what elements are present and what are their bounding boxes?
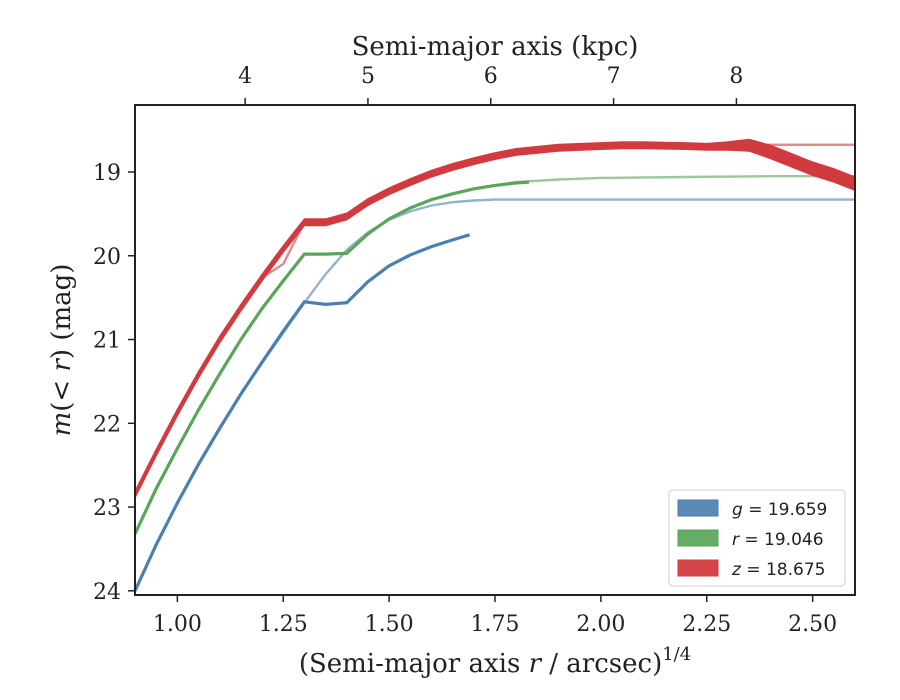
- legend-label-r: r = 19.046: [732, 530, 824, 550]
- x-tick-label: 2.25: [682, 612, 731, 637]
- x-tick-label: 1.00: [153, 612, 202, 637]
- y-tick-label: 20: [93, 245, 121, 270]
- top-axis: 4 5 6 7 8: [238, 64, 743, 105]
- top-tick-label: 6: [484, 64, 498, 89]
- model-curve-z: [135, 143, 855, 496]
- y-axis: 19 20 21 22 23 24: [93, 161, 135, 605]
- x-axis: 1.00 1.25 1.50 1.75 2.00 2.25 2.50: [153, 595, 837, 637]
- x-tick-label: 1.50: [365, 612, 414, 637]
- y-tick-label: 21: [93, 329, 121, 354]
- data-curve-g: [135, 233, 471, 592]
- y-tick-label: 23: [93, 496, 121, 521]
- x-axis-title: (Semi-major axis r / arcsec)1/4: [299, 644, 691, 679]
- top-axis-title: Semi-major axis (kpc): [352, 32, 639, 62]
- legend-swatch-g: [677, 499, 719, 517]
- model-curve-r: [135, 175, 855, 535]
- x-tick-label: 1.25: [259, 612, 308, 637]
- legend-swatch-z: [677, 559, 719, 577]
- y-tick-label: 22: [93, 412, 121, 437]
- legend-label-z: z = 18.675: [731, 560, 825, 580]
- x-tick-label: 2.00: [576, 612, 625, 637]
- top-tick-label: 5: [361, 64, 375, 89]
- top-tick-label: 4: [238, 64, 252, 89]
- x-tick-label: 1.75: [471, 612, 520, 637]
- plot-area: [135, 138, 855, 592]
- y-tick-label: 24: [93, 580, 121, 605]
- y-axis-title: m(< r) (mag): [47, 264, 77, 437]
- y-tick-label: 19: [93, 161, 121, 186]
- legend: g = 19.659 r = 19.046 z = 18.675: [668, 489, 846, 587]
- legend-label-g: g = 19.659: [732, 500, 827, 520]
- top-tick-label: 7: [607, 64, 621, 89]
- x-tick-label: 2.50: [788, 612, 837, 637]
- data-band-z: [135, 138, 855, 499]
- legend-swatch-r: [677, 529, 719, 547]
- plot-frame: [134, 104, 856, 596]
- top-tick-label: 8: [729, 64, 743, 89]
- data-curve-r: [135, 180, 530, 535]
